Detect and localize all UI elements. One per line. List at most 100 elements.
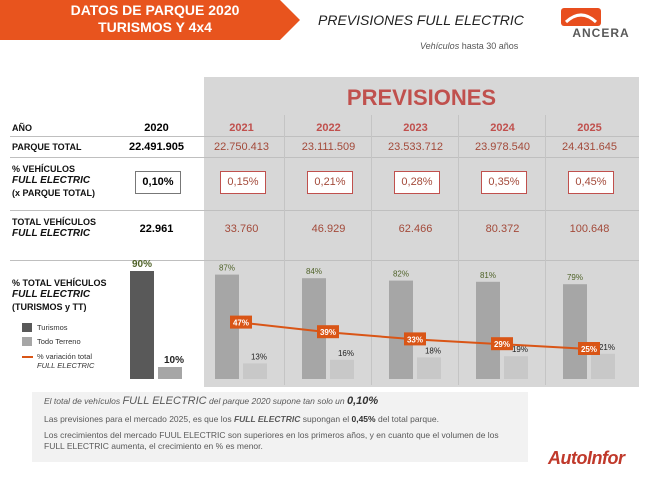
note-1-a: El total de vehículos xyxy=(44,396,121,406)
label-tt-2024: 19% xyxy=(512,345,528,354)
header-title-line1: DATOS DE PARQUE 2020 xyxy=(70,2,240,18)
year-2025: 2025 xyxy=(577,122,602,134)
rule-year xyxy=(10,136,639,137)
year-2021: 2021 xyxy=(229,122,254,134)
col-sep-1 xyxy=(284,115,285,385)
note-2-c: supongan el xyxy=(302,414,350,424)
legend-turismos: Turismos xyxy=(37,323,68,332)
note-2-b: FULL ELECTRIC xyxy=(233,414,301,424)
year-2020: 2020 xyxy=(144,122,169,134)
row-label-pct-line2: FULL ELECTRIC xyxy=(12,175,91,186)
rule-total xyxy=(10,260,639,261)
row-label-pct: % VEHÍCULOS FULL ELECTRIC (x PARQUE TOTA… xyxy=(12,163,95,199)
marker-variacion-2025 xyxy=(578,342,600,355)
row-label-chart-line2: FULL ELECTRIC xyxy=(12,289,91,300)
row-label-year: AÑO xyxy=(12,123,32,133)
note-1-d: 0,10% xyxy=(347,395,379,407)
rule-pct xyxy=(10,210,639,211)
legend-var-line1: % variación total xyxy=(37,352,93,361)
marker-variacion-2022 xyxy=(317,325,339,339)
label-turismos-2021: 87% xyxy=(219,264,235,273)
note-2-a: Las previsiones para el mercado 2025, es… xyxy=(44,414,232,424)
pct-2021: 0,15% xyxy=(220,171,266,194)
row-label-total-line1: TOTAL VEHÍCULOS xyxy=(12,217,97,227)
year-2024: 2024 xyxy=(490,122,515,134)
bar-tt-2022 xyxy=(330,359,354,379)
note-1-c: del parque 2020 supone tan solo un xyxy=(208,396,345,406)
row-label-parque: PARQUE TOTAL xyxy=(12,142,82,152)
parque-2023: 23.533.712 xyxy=(387,141,444,153)
note-line-4: FULL ELECTRIC aumenta, el crecimiento en… xyxy=(44,441,263,451)
label-variacion-2022: 39% xyxy=(320,328,336,337)
row-label-pct-line1: % VEHÍCULOS xyxy=(12,164,76,174)
bar-tt-2024 xyxy=(504,356,528,379)
vehicles-note: Vehículos hasta 30 años xyxy=(420,41,518,51)
vehicles-note-rest: hasta 30 años xyxy=(461,41,519,51)
pct-2025: 0,45% xyxy=(568,171,614,194)
rule-parque xyxy=(10,157,639,158)
total-2025: 100.648 xyxy=(569,223,610,235)
col-sep-2 xyxy=(371,115,372,385)
label-variacion-2025: 25% xyxy=(581,345,597,354)
note-line-2: Las previsiones para el mercado 2025, es… xyxy=(44,414,528,425)
label-variacion-2021: 47% xyxy=(233,319,249,328)
total-2020: 22.961 xyxy=(139,223,174,235)
bar-tt-2021 xyxy=(243,363,267,379)
legend-var: % variación total FULL ELECTRIC xyxy=(37,352,94,370)
header-title-line2: TURISMOS Y 4x4 xyxy=(98,19,212,35)
row-label-pct-line3: (x PARQUE TOTAL) xyxy=(12,188,95,198)
total-2022: 46.929 xyxy=(311,223,346,235)
pct-2024: 0,35% xyxy=(481,171,527,194)
col-sep-4 xyxy=(545,115,546,385)
label-turismos-2023: 82% xyxy=(393,270,409,279)
row-label-chart-line3: (TURISMOS y TT) xyxy=(12,302,87,312)
label-tt-2023: 18% xyxy=(425,346,441,355)
note-1-b: FULL ELECTRIC xyxy=(122,395,207,407)
label-turismos-2020: 90% xyxy=(132,259,152,270)
bar-turismos-2023 xyxy=(389,280,413,379)
label-tt-2021: 13% xyxy=(251,352,267,361)
autoinfor-logo: AutoInfor xyxy=(548,448,625,468)
label-turismos-2022: 84% xyxy=(306,267,322,276)
label-turismos-2025: 79% xyxy=(567,273,583,282)
pct-2023: 0,28% xyxy=(394,171,440,194)
legend-tt: Todo Terreno xyxy=(37,337,81,346)
total-2023: 62.466 xyxy=(398,223,433,235)
note-box xyxy=(32,392,528,462)
parque-2024: 23.978.540 xyxy=(474,141,531,153)
header-subtitle: PREVISIONES FULL ELECTRIC xyxy=(318,12,524,28)
forecast-title: PREVISIONES xyxy=(346,85,497,110)
note-line-3: Los crecimientos del mercado FUUL ELECTR… xyxy=(44,430,499,440)
label-variacion-2024: 29% xyxy=(494,340,510,349)
parque-2025: 24.431.645 xyxy=(561,141,618,153)
legend-var-line2: FULL ELECTRIC xyxy=(37,361,95,370)
parque-2020: 22.491.905 xyxy=(128,141,185,153)
col-sep-3 xyxy=(458,115,459,385)
marker-variacion-2021 xyxy=(230,315,252,329)
legend-swatch-turismos xyxy=(22,323,32,332)
row-label-chart: % TOTAL VEHÍCULOS FULL ELECTRIC (TURISMO… xyxy=(12,277,107,313)
year-2022: 2022 xyxy=(316,122,341,134)
marker-variacion-2024 xyxy=(491,337,513,351)
row-label-total: TOTAL VEHÍCULOS FULL ELECTRIC xyxy=(12,216,96,240)
total-2024: 80.372 xyxy=(485,223,520,235)
row-label-chart-line1: % TOTAL VEHÍCULOS xyxy=(12,278,107,288)
note-2-e: del total parque. xyxy=(377,414,439,424)
label-turismos-2024: 81% xyxy=(480,271,496,280)
header-banner xyxy=(0,0,300,40)
parque-2022: 23.111.509 xyxy=(301,141,356,153)
parque-2021: 22.750.413 xyxy=(213,141,270,153)
bar-tt-2023 xyxy=(417,357,441,379)
bar-turismos-2024 xyxy=(476,281,500,379)
bar-tt-2020 xyxy=(158,367,182,379)
label-variacion-2023: 33% xyxy=(407,335,423,344)
legend-swatch-tt xyxy=(22,337,32,346)
year-2023: 2023 xyxy=(403,122,428,134)
total-2021: 33.760 xyxy=(224,223,259,235)
pct-2022: 0,21% xyxy=(307,171,353,194)
label-tt-2020: 10% xyxy=(164,355,184,366)
note-2-d: 0,45% xyxy=(351,414,376,424)
label-tt-2025: 21% xyxy=(599,343,615,352)
bar-tt-2025 xyxy=(591,353,615,379)
note-line-1: El total de vehículos FULL ELECTRIC del … xyxy=(44,396,528,407)
